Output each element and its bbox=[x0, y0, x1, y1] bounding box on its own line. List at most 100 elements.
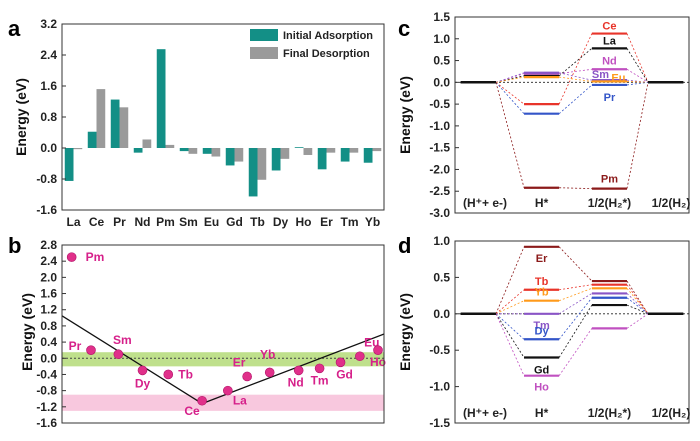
panel-a-ylabel: Energy (eV) bbox=[13, 78, 29, 156]
panel-a-xtick-label: Yb bbox=[365, 215, 380, 229]
bar-desorption-la bbox=[73, 148, 83, 150]
connector-nd bbox=[559, 68, 592, 75]
panel-a-xtick-label: Nd bbox=[135, 215, 151, 229]
connector-yb bbox=[626, 288, 649, 315]
panel-b-ytick-label: 0.0 bbox=[40, 351, 57, 365]
panel-b-band-green bbox=[62, 352, 384, 367]
point-label-dy: Dy bbox=[135, 376, 151, 390]
connector-dy bbox=[558, 297, 593, 340]
bar-adsorption-ce bbox=[87, 131, 97, 148]
connector-er bbox=[558, 246, 593, 282]
panel-a-ytick-label: 1.6 bbox=[40, 79, 57, 93]
panel-a-xtick-label: Er bbox=[320, 215, 333, 229]
panel-a-xtick-label: Pr bbox=[113, 215, 126, 229]
connector-ce bbox=[495, 82, 525, 105]
panel-b-ytick-label: 1.6 bbox=[40, 287, 57, 301]
panel-c-xtick-label: H* bbox=[535, 196, 549, 210]
panel-a-xtick-label: Tb bbox=[250, 215, 265, 229]
bar-adsorption-er bbox=[317, 148, 327, 170]
panel-c-frame bbox=[454, 16, 690, 214]
point-tm bbox=[314, 363, 325, 374]
point-label-pr: Pr bbox=[69, 339, 82, 353]
point-label-sm: Sm bbox=[113, 333, 132, 347]
bar-adsorption-nd bbox=[133, 148, 143, 153]
panel-c-ytick-label: 0.0 bbox=[433, 75, 450, 89]
panel-a-ytick-label: 3.2 bbox=[40, 17, 57, 31]
panel-a-xtick-label: Pm bbox=[156, 215, 175, 229]
bar-desorption-nd bbox=[142, 139, 152, 148]
connector-pr bbox=[558, 84, 593, 114]
point-gd bbox=[335, 357, 346, 368]
bar-desorption-ho bbox=[303, 148, 313, 155]
panel-c-ytick-label: 1.5 bbox=[433, 10, 450, 24]
connector-pm bbox=[626, 82, 649, 189]
panel-c-ytick-label: -1.5 bbox=[429, 141, 450, 155]
point-label-ce: Ce bbox=[184, 404, 200, 418]
connector-nd bbox=[626, 68, 649, 83]
panel-c-xtick-label: (H⁺+ e-) bbox=[463, 196, 507, 210]
panel-a-bar-chart: -1.6 -0.8 0.0 0.8 1.6 2.4 3.2 La Ce Pr Nd Pm Sm Eu Gd… bbox=[13, 17, 385, 229]
panel-d-ytick-label: 0.0 bbox=[433, 307, 450, 321]
bar-desorption-pr bbox=[119, 107, 129, 148]
panel-label-a: a bbox=[8, 16, 21, 41]
bar-adsorption-tb bbox=[248, 148, 258, 197]
panel-b-ytick-label: -1.2 bbox=[36, 400, 57, 414]
panel-a-ytick-label: 2.4 bbox=[40, 48, 57, 62]
level-label-dy: Dy bbox=[535, 325, 550, 337]
panel-c-ytick-label: 1.0 bbox=[433, 32, 450, 46]
connector-yb bbox=[558, 287, 593, 302]
bar-desorption-dy bbox=[280, 148, 290, 159]
panel-d-xtick-label: (H⁺+ e-) bbox=[463, 406, 507, 420]
panel-c-xtick-label: 1/2(H₂*) bbox=[588, 196, 631, 210]
bar-adsorption-yb bbox=[363, 148, 373, 163]
connector-eu bbox=[495, 76, 525, 83]
point-pm bbox=[66, 252, 77, 262]
connector-sm bbox=[495, 72, 525, 83]
panel-a-xtick-label: Ho bbox=[296, 215, 312, 229]
legend-label-adsorption: Initial Adsorption bbox=[283, 30, 373, 42]
panel-d-xtick-label: 1/2(H₂*) bbox=[588, 406, 631, 420]
bar-desorption-yb bbox=[372, 148, 382, 152]
panel-a-legend: Initial Adsorption Final Desorption bbox=[250, 29, 373, 60]
panel-d-frame bbox=[454, 240, 690, 424]
point-pr bbox=[86, 345, 96, 355]
level-label-yb: Yb bbox=[535, 287, 549, 299]
panel-d-xtick-label: H* bbox=[535, 406, 549, 420]
panel-b-ytick-label: 0.8 bbox=[40, 319, 57, 333]
level-label-nd: Nd bbox=[602, 55, 617, 67]
level-label-er: Er bbox=[536, 253, 548, 265]
panel-label-d: d bbox=[398, 233, 411, 258]
point-yb bbox=[264, 367, 275, 378]
level-label-tb: Tb bbox=[535, 276, 549, 288]
panel-b-ytick-label: -0.4 bbox=[36, 367, 57, 381]
connector-dy bbox=[626, 297, 649, 315]
point-eu bbox=[355, 351, 365, 362]
panel-c-ytick-label: 0.5 bbox=[433, 54, 450, 68]
legend-swatch-adsorption bbox=[250, 29, 278, 41]
point-dy bbox=[137, 365, 148, 376]
panel-a-xtick-label: Eu bbox=[204, 215, 219, 229]
panel-a-xtick-label: Dy bbox=[273, 215, 289, 229]
connector-gd bbox=[495, 313, 525, 358]
level-label-ho: Ho bbox=[534, 382, 549, 394]
panel-a-ytick-label: -1.6 bbox=[36, 203, 57, 217]
bar-adsorption-tm bbox=[340, 148, 350, 162]
connector-tm bbox=[558, 293, 593, 315]
panel-c-ytick-label: -3.0 bbox=[429, 206, 450, 220]
bar-desorption-gd bbox=[234, 148, 244, 162]
connector-ce bbox=[558, 33, 593, 105]
connector-sm bbox=[559, 72, 592, 81]
panel-d-ytick-label: -1.0 bbox=[429, 380, 450, 394]
point-label-eu: Eu bbox=[364, 335, 379, 349]
connector-pm bbox=[559, 187, 592, 190]
panel-c-ytick-label: -0.5 bbox=[429, 97, 450, 111]
panel-d-ytick-label: -0.5 bbox=[429, 343, 450, 357]
panel-b-band-pink bbox=[62, 394, 384, 411]
panel-b-frame bbox=[61, 244, 385, 424]
panel-a-xtick-label: La bbox=[66, 215, 80, 229]
connector-yb bbox=[495, 300, 525, 315]
level-label-gd: Gd bbox=[534, 364, 549, 376]
bar-adsorption-pm bbox=[156, 49, 166, 148]
